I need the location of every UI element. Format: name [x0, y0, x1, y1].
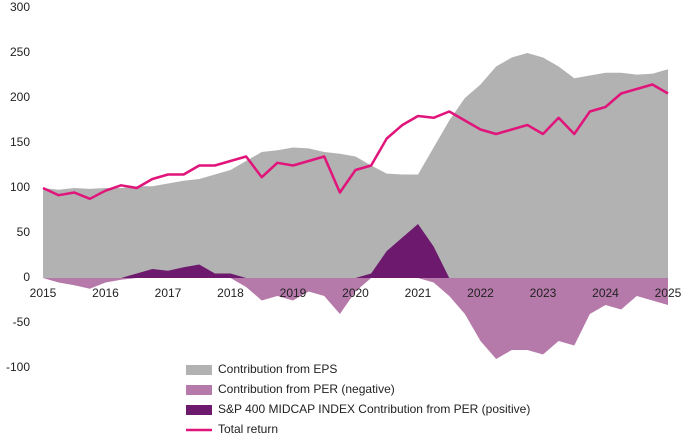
x-tick-label: 2025 [655, 286, 682, 300]
x-tick-label: 2021 [405, 286, 432, 300]
line [42, 83, 669, 201]
y-tick-label: 50 [17, 225, 31, 239]
legend-label: Contribution from PER (negative) [218, 382, 395, 396]
legend-swatch [186, 365, 212, 375]
legend-swatch [186, 385, 212, 395]
legend-label: Total return [218, 422, 278, 436]
y-tick-label: 300 [10, 0, 30, 14]
area [43, 278, 668, 359]
x-tick-label: 2023 [530, 286, 557, 300]
legend-swatch [186, 405, 212, 415]
y-tick-label: -100 [6, 360, 30, 374]
x-tick-label: 2019 [280, 286, 307, 300]
x-tick-label: 2024 [592, 286, 619, 300]
x-tick-label: 2020 [342, 286, 369, 300]
y-tick-label: 0 [23, 270, 30, 284]
x-tick-label: 2022 [467, 286, 494, 300]
x-tick-label: 2015 [30, 286, 57, 300]
x-tick-label: 2016 [92, 286, 119, 300]
y-tick-label: -50 [13, 315, 31, 329]
y-tick-label: 100 [10, 180, 30, 194]
legend-label: S&P 400 MIDCAP INDEX Contribution from P… [218, 402, 530, 416]
y-tick-label: 150 [10, 135, 30, 149]
x-tick-label: 2018 [217, 286, 244, 300]
y-tick-label: 200 [10, 90, 30, 104]
area [43, 224, 668, 278]
legend-label: Contribution from EPS [218, 362, 337, 376]
x-tick-label: 2017 [155, 286, 182, 300]
area [43, 53, 668, 278]
y-tick-label: 250 [10, 45, 30, 59]
